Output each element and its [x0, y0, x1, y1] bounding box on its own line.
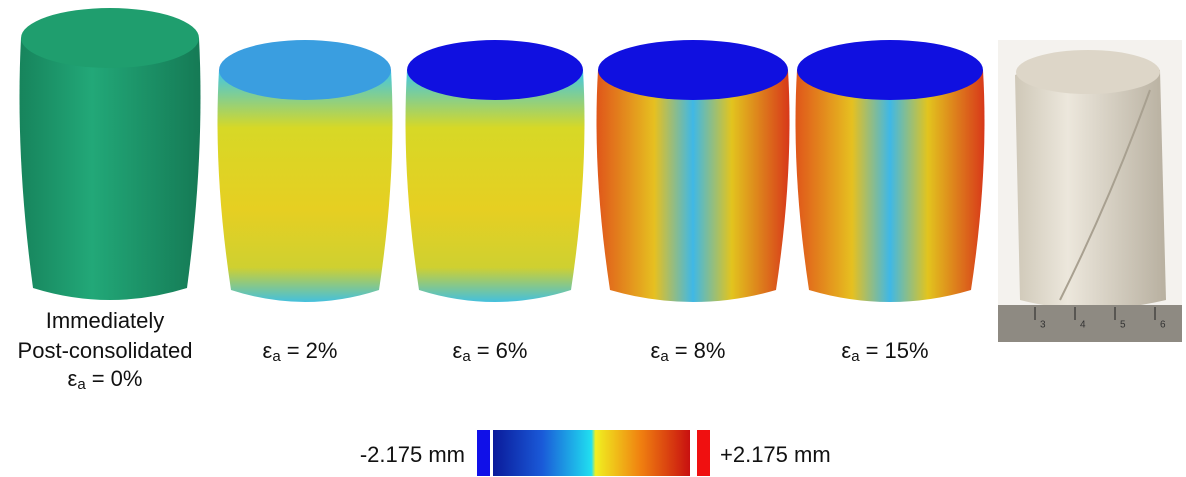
- colorbar: -2.175 mm +2.175 mm: [360, 430, 831, 476]
- specimen-top: [598, 40, 788, 100]
- specimen-body: [19, 38, 201, 300]
- specimen-top: [407, 40, 583, 100]
- strain-symbol: ε: [68, 366, 78, 391]
- strain-label: εa = 6%: [453, 338, 528, 365]
- photo-shear-band: [1059, 89, 1151, 301]
- colorbar-max-swatch: [697, 430, 710, 476]
- colorbar-min-swatch: [477, 430, 490, 476]
- colorbar-gradient: [493, 430, 690, 476]
- strain-label: εa = 2%: [263, 338, 338, 365]
- strain-symbol: ε: [841, 338, 851, 363]
- specimen-top: [21, 8, 199, 68]
- photo-specimen: [1015, 56, 1166, 310]
- colorbar-min-label: -2.175 mm: [360, 442, 465, 467]
- colorbar-max-label: +2.175 mm: [720, 442, 831, 467]
- strain-subscript: a: [660, 348, 669, 365]
- strain-symbol: ε: [263, 338, 273, 363]
- strain-subscript: a: [77, 376, 86, 393]
- specimen-body: [596, 70, 790, 302]
- ruler-label: 5: [1120, 320, 1126, 331]
- strain-subscript: a: [462, 348, 471, 365]
- specimen-body: [405, 70, 585, 302]
- specimen-body: [795, 70, 985, 302]
- strain-value: = 2%: [287, 338, 338, 363]
- specimen-body: [217, 70, 393, 302]
- strain-label: εa = 0%: [68, 366, 143, 393]
- strain-value: = 0%: [92, 366, 143, 391]
- strain-value: = 15%: [866, 338, 929, 363]
- strain-subscript: a: [851, 348, 860, 365]
- strain-label: εa = 15%: [841, 338, 928, 365]
- photo-specimen-top: [1016, 50, 1160, 94]
- specimen-top: [797, 40, 983, 100]
- strain-symbol: ε: [453, 338, 463, 363]
- ruler: [998, 305, 1182, 342]
- caption-line: Post-consolidated: [18, 338, 193, 363]
- ruler-label: 6: [1160, 320, 1166, 331]
- strain-symbol: ε: [651, 338, 661, 363]
- specimen-photo: 3 4 5 6: [998, 40, 1182, 342]
- caption-line: Immediately: [46, 308, 165, 333]
- strain-label: εa = 8%: [651, 338, 726, 365]
- strain-value: = 6%: [477, 338, 528, 363]
- specimen-top: [219, 40, 391, 100]
- ruler-label: 3: [1040, 320, 1046, 331]
- strain-subscript: a: [272, 348, 281, 365]
- strain-value: = 8%: [675, 338, 726, 363]
- ruler-label: 4: [1080, 320, 1086, 331]
